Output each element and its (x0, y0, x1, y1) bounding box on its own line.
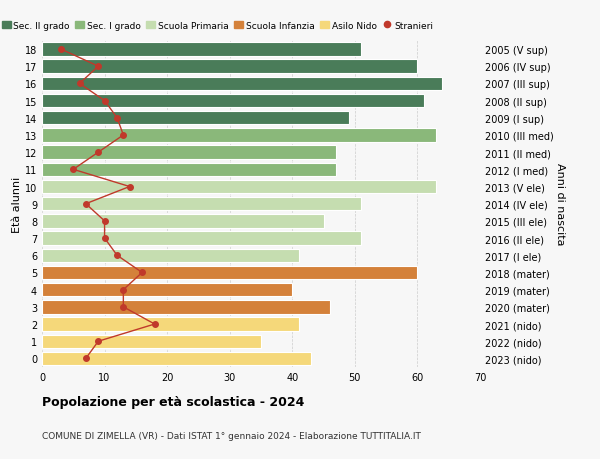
Bar (42, 112, 349, 125)
Bar (42, 197, 361, 211)
Bar (42, 163, 336, 177)
Bar (42, 78, 442, 91)
Bar (42, 266, 418, 280)
Legend: Sec. II grado, Sec. I grado, Scuola Primaria, Scuola Infanzia, Asilo Nido, Stran: Sec. II grado, Sec. I grado, Scuola Prim… (0, 18, 436, 34)
Bar (42, 215, 323, 228)
Bar (42, 318, 299, 331)
Bar (42, 146, 336, 159)
Bar (42, 60, 418, 74)
Text: Popolazione per età scolastica - 2024: Popolazione per età scolastica - 2024 (42, 395, 304, 408)
Bar (42, 232, 361, 245)
Bar (42, 43, 361, 56)
Bar (42, 129, 436, 142)
Y-axis label: Età alunni: Età alunni (12, 176, 22, 232)
Bar (42, 283, 292, 297)
Bar (42, 335, 261, 348)
Bar (42, 352, 311, 365)
Bar (42, 301, 330, 314)
Bar (42, 249, 299, 263)
Bar (42, 180, 436, 194)
Text: COMUNE DI ZIMELLA (VR) - Dati ISTAT 1° gennaio 2024 - Elaborazione TUTTITALIA.IT: COMUNE DI ZIMELLA (VR) - Dati ISTAT 1° g… (42, 431, 421, 441)
Y-axis label: Anni di nascita: Anni di nascita (555, 163, 565, 246)
Bar (42, 95, 424, 108)
